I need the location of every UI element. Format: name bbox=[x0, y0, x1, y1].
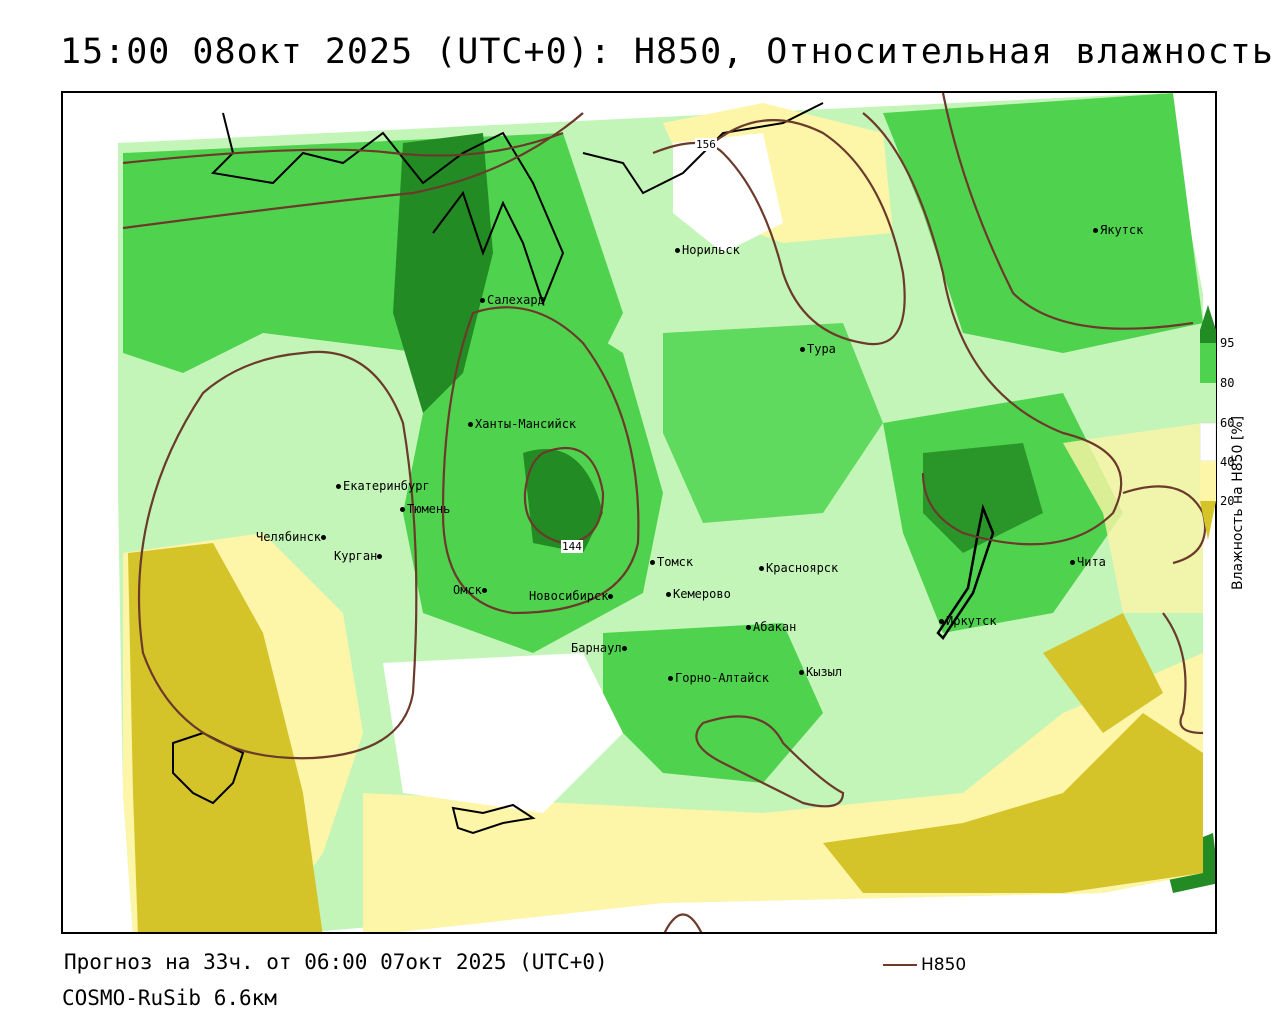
city-dot-icon bbox=[759, 566, 764, 571]
colorbar-title: Влажность на H850 [%] bbox=[1230, 415, 1246, 590]
contour-line-swatch bbox=[883, 964, 917, 966]
city-dot-icon bbox=[800, 347, 805, 352]
humidity-field bbox=[118, 93, 1215, 932]
city-dot-icon bbox=[746, 625, 751, 630]
colorbar-tick-60: 60 bbox=[1220, 416, 1235, 430]
city-dot-icon bbox=[481, 588, 487, 593]
colorbar-20-40 bbox=[1200, 461, 1216, 501]
model-name: COSMO-RuSib 6.6км bbox=[62, 986, 277, 1010]
city-krasnoyarsk: Красноярск bbox=[759, 561, 838, 575]
colorbar-bottom-triangle bbox=[1200, 501, 1216, 540]
city-tyumen: Тюмень bbox=[400, 502, 450, 516]
region-white-2 bbox=[673, 133, 783, 253]
city-yekaterinburg: Екатеринбург bbox=[336, 479, 430, 493]
city-dot-icon bbox=[621, 646, 627, 651]
city-tomsk: Томск bbox=[650, 555, 693, 569]
city-irkutsk: Иркутск bbox=[939, 614, 997, 628]
map-panel: 156 144 Норильск Якутск Салехард Тура Ха… bbox=[61, 91, 1217, 934]
city-dot-icon bbox=[668, 676, 673, 681]
lake-baikal bbox=[936, 503, 995, 640]
city-dot-icon bbox=[336, 484, 341, 489]
colorbar-40-60 bbox=[1200, 422, 1216, 462]
city-kurgan: Курган bbox=[334, 549, 384, 563]
city-salekhard: Салехард bbox=[480, 293, 545, 307]
contour-legend: H850 bbox=[883, 955, 966, 975]
contour-label-156: 156 bbox=[695, 138, 717, 151]
city-dot-icon bbox=[321, 535, 327, 540]
lake-balkhash bbox=[451, 803, 536, 835]
city-dot-icon bbox=[608, 594, 614, 599]
city-omsk: Омск bbox=[453, 583, 489, 597]
colorbar-95 bbox=[1200, 330, 1216, 343]
region-yellow-east bbox=[1063, 423, 1203, 613]
region-green-south bbox=[603, 623, 823, 783]
city-dot-icon bbox=[1093, 228, 1098, 233]
colorbar-80-95 bbox=[1200, 343, 1216, 383]
region-olive-s bbox=[823, 713, 1203, 893]
colorbar-top-triangle bbox=[1200, 305, 1216, 330]
forecast-info: Прогноз на 33ч. от 06:00 07окт 2025 (UTC… bbox=[64, 950, 608, 974]
city-chelyabinsk: Челябинск bbox=[256, 530, 328, 544]
city-dot-icon bbox=[377, 554, 383, 559]
city-gorno-altaysk: Горно-Алтайск bbox=[668, 671, 769, 685]
colorbar-tick-95: 95 bbox=[1220, 336, 1235, 350]
coastline bbox=[210, 102, 824, 306]
colorbar-tick-40: 40 bbox=[1220, 455, 1235, 469]
city-chita: Чита bbox=[1070, 555, 1106, 569]
region-olive-se bbox=[1043, 613, 1163, 733]
city-dot-icon bbox=[675, 248, 680, 253]
city-dot-icon bbox=[666, 592, 671, 597]
region-dark-green-1 bbox=[393, 133, 493, 413]
map-title: 15:00 08окт 2025 (UTC+0): H850, Относите… bbox=[60, 32, 1274, 72]
city-dot-icon bbox=[799, 670, 804, 675]
contour-label-144: 144 bbox=[561, 540, 583, 553]
colorbar-tick-80: 80 bbox=[1220, 376, 1235, 390]
city-norilsk: Норильск bbox=[675, 243, 740, 257]
region-green-ne bbox=[883, 93, 1203, 353]
region-dark-green-3 bbox=[923, 443, 1043, 553]
city-barnaul: Барнаул bbox=[571, 641, 629, 655]
city-dot-icon bbox=[650, 560, 655, 565]
contour-legend-label: H850 bbox=[921, 955, 967, 975]
region-olive-sw bbox=[128, 543, 323, 932]
city-dot-icon bbox=[480, 298, 485, 303]
city-kemerovo: Кемерово bbox=[666, 587, 731, 601]
region-green-mid bbox=[663, 323, 883, 523]
region-white-1 bbox=[383, 653, 623, 813]
city-dot-icon bbox=[468, 422, 473, 427]
city-abakan: Абакан bbox=[746, 620, 796, 634]
colorbar-tick-20: 20 bbox=[1220, 494, 1235, 508]
colorbar-60-80 bbox=[1200, 383, 1216, 423]
region-dark-green-2 bbox=[523, 449, 603, 553]
city-dot-icon bbox=[1070, 560, 1075, 565]
city-khanty-mansiysk: Ханты-Мансийск bbox=[468, 417, 576, 431]
city-tura: Тура bbox=[800, 342, 836, 356]
city-dot-icon bbox=[939, 619, 944, 624]
city-novosibirsk: Новосибирск bbox=[529, 589, 615, 603]
city-kyzyl: Кызыл bbox=[799, 665, 842, 679]
colorbar bbox=[1200, 305, 1216, 540]
city-dot-icon bbox=[400, 507, 405, 512]
city-yakutsk: Якутск bbox=[1093, 223, 1143, 237]
